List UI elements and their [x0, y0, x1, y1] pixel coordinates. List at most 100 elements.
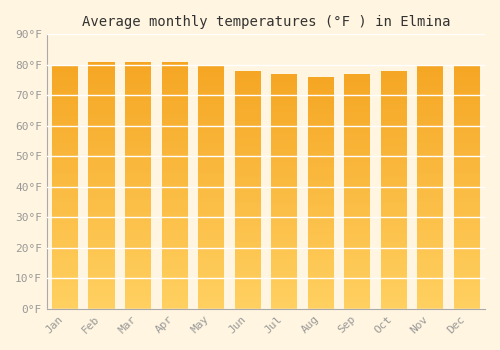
Bar [125, 161, 152, 163]
Bar [308, 234, 334, 237]
Bar [52, 253, 78, 255]
Bar [198, 236, 224, 238]
Bar [125, 262, 152, 264]
Bar [308, 223, 334, 225]
Bar [344, 262, 370, 264]
Bar [125, 198, 152, 200]
Bar [454, 304, 480, 306]
Bar [162, 247, 188, 250]
Bar [454, 248, 480, 250]
Bar [271, 133, 297, 135]
Bar [308, 260, 334, 262]
Bar [125, 254, 152, 257]
Bar [52, 162, 78, 165]
Bar [344, 252, 370, 255]
Bar [88, 212, 115, 215]
Bar [417, 72, 444, 75]
Bar [454, 238, 480, 240]
Bar [198, 87, 224, 89]
Bar [198, 296, 224, 299]
Bar [162, 203, 188, 205]
Bar [234, 111, 261, 114]
Bar [88, 296, 115, 299]
Bar [198, 133, 224, 135]
Bar [234, 282, 261, 285]
Bar [198, 306, 224, 309]
Bar [234, 154, 261, 156]
Bar [88, 124, 115, 126]
Bar [234, 164, 261, 166]
Bar [308, 295, 334, 297]
Bar [52, 121, 78, 123]
Bar [344, 250, 370, 252]
Bar [380, 285, 407, 287]
Bar [308, 163, 334, 165]
Bar [344, 229, 370, 231]
Bar [198, 155, 224, 158]
Bar [271, 109, 297, 112]
Bar [52, 216, 78, 218]
Bar [198, 192, 224, 194]
Bar [234, 109, 261, 111]
Bar [162, 124, 188, 126]
Bar [454, 106, 480, 109]
Bar [417, 250, 444, 253]
Bar [198, 248, 224, 250]
Bar [417, 77, 444, 79]
Bar [234, 204, 261, 206]
Bar [417, 301, 444, 304]
Bar [162, 67, 188, 69]
Bar [417, 167, 444, 170]
Bar [308, 190, 334, 193]
Bar [271, 156, 297, 159]
Bar [198, 267, 224, 270]
Bar [52, 248, 78, 250]
Bar [234, 273, 261, 275]
Bar [380, 209, 407, 211]
Bar [198, 270, 224, 272]
Bar [125, 128, 152, 131]
Bar [162, 272, 188, 274]
Bar [417, 118, 444, 121]
Bar [271, 116, 297, 119]
Bar [417, 67, 444, 70]
Bar [380, 159, 407, 161]
Bar [88, 128, 115, 131]
Bar [162, 232, 188, 234]
Bar [125, 195, 152, 198]
Bar [417, 204, 444, 206]
Bar [271, 255, 297, 257]
Bar [198, 187, 224, 189]
Bar [380, 268, 407, 271]
Bar [52, 206, 78, 209]
Bar [88, 215, 115, 217]
Bar [380, 275, 407, 278]
Bar [162, 212, 188, 215]
Bar [198, 72, 224, 75]
Bar [380, 211, 407, 213]
Bar [308, 128, 334, 130]
Bar [198, 84, 224, 87]
Bar [162, 116, 188, 119]
Bar [125, 208, 152, 210]
Bar [162, 222, 188, 225]
Bar [88, 168, 115, 170]
Bar [162, 138, 188, 141]
Bar [454, 209, 480, 211]
Bar [198, 121, 224, 123]
Bar [234, 261, 261, 264]
Bar [380, 271, 407, 273]
Bar [88, 304, 115, 306]
Bar [162, 257, 188, 259]
Bar [162, 269, 188, 272]
Bar [234, 171, 261, 173]
Bar [52, 304, 78, 306]
Bar [271, 306, 297, 309]
Bar [125, 269, 152, 272]
Bar [52, 296, 78, 299]
Bar [380, 242, 407, 245]
Bar [344, 133, 370, 135]
Bar [271, 170, 297, 173]
Bar [162, 267, 188, 269]
Bar [162, 108, 188, 111]
